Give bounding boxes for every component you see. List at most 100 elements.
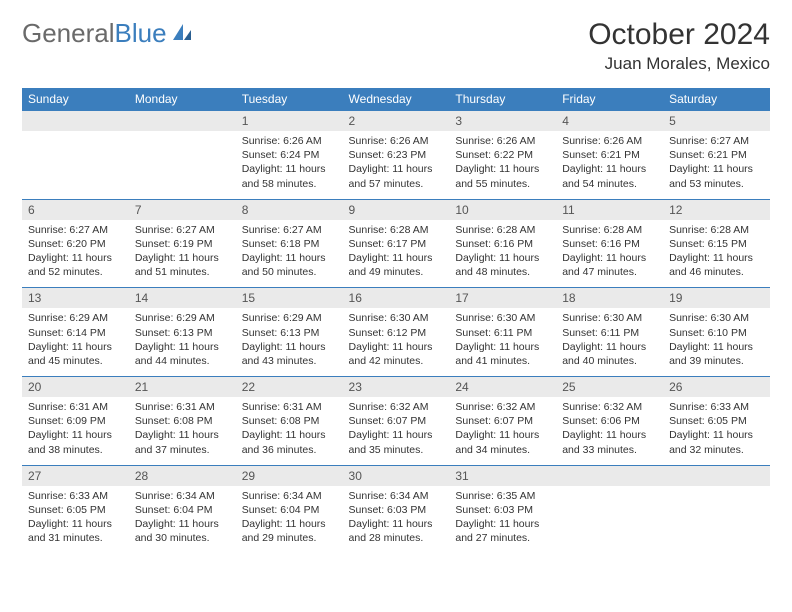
day-content: Sunrise: 6:34 AMSunset: 6:04 PMDaylight:… [236, 486, 343, 554]
day-header: Saturday [663, 88, 770, 111]
calendar-cell: 15Sunrise: 6:29 AMSunset: 6:13 PMDayligh… [236, 288, 343, 377]
calendar-cell: 21Sunrise: 6:31 AMSunset: 6:08 PMDayligh… [129, 377, 236, 466]
day-line: Sunrise: 6:26 AM [242, 134, 337, 148]
calendar-cell: 4Sunrise: 6:26 AMSunset: 6:21 PMDaylight… [556, 111, 663, 200]
day-number: 17 [449, 288, 556, 308]
day-line: Daylight: 11 hours and 34 minutes. [455, 428, 550, 456]
day-content: Sunrise: 6:27 AMSunset: 6:19 PMDaylight:… [129, 220, 236, 288]
day-line: Daylight: 11 hours and 45 minutes. [28, 340, 123, 368]
day-content: Sunrise: 6:29 AMSunset: 6:13 PMDaylight:… [129, 308, 236, 376]
day-line: Sunrise: 6:27 AM [135, 223, 230, 237]
day-content [663, 486, 770, 548]
day-content [22, 131, 129, 193]
day-line: Daylight: 11 hours and 27 minutes. [455, 517, 550, 545]
day-line: Sunset: 6:21 PM [669, 148, 764, 162]
day-number: 12 [663, 200, 770, 220]
calendar-cell: 29Sunrise: 6:34 AMSunset: 6:04 PMDayligh… [236, 465, 343, 553]
day-line: Sunrise: 6:28 AM [349, 223, 444, 237]
day-line: Sunset: 6:17 PM [349, 237, 444, 251]
day-line: Daylight: 11 hours and 57 minutes. [349, 162, 444, 190]
day-content: Sunrise: 6:28 AMSunset: 6:15 PMDaylight:… [663, 220, 770, 288]
calendar-cell: 18Sunrise: 6:30 AMSunset: 6:11 PMDayligh… [556, 288, 663, 377]
day-line: Daylight: 11 hours and 52 minutes. [28, 251, 123, 279]
day-content: Sunrise: 6:31 AMSunset: 6:08 PMDaylight:… [236, 397, 343, 465]
day-content: Sunrise: 6:27 AMSunset: 6:21 PMDaylight:… [663, 131, 770, 199]
day-line: Sunrise: 6:35 AM [455, 489, 550, 503]
day-line: Sunrise: 6:32 AM [562, 400, 657, 414]
day-line: Sunrise: 6:28 AM [562, 223, 657, 237]
day-content: Sunrise: 6:30 AMSunset: 6:11 PMDaylight:… [556, 308, 663, 376]
calendar-cell [663, 465, 770, 553]
day-line: Sunset: 6:20 PM [28, 237, 123, 251]
day-line: Daylight: 11 hours and 48 minutes. [455, 251, 550, 279]
calendar-cell: 30Sunrise: 6:34 AMSunset: 6:03 PMDayligh… [343, 465, 450, 553]
day-line: Sunset: 6:05 PM [28, 503, 123, 517]
day-line: Daylight: 11 hours and 40 minutes. [562, 340, 657, 368]
day-line: Sunset: 6:14 PM [28, 326, 123, 340]
calendar-week-row: 13Sunrise: 6:29 AMSunset: 6:14 PMDayligh… [22, 288, 770, 377]
calendar-body: 1Sunrise: 6:26 AMSunset: 6:24 PMDaylight… [22, 111, 770, 554]
day-line: Daylight: 11 hours and 46 minutes. [669, 251, 764, 279]
day-number: 15 [236, 288, 343, 308]
day-line: Sunrise: 6:33 AM [669, 400, 764, 414]
day-content: Sunrise: 6:32 AMSunset: 6:07 PMDaylight:… [343, 397, 450, 465]
day-line: Sunrise: 6:34 AM [349, 489, 444, 503]
day-line: Sunset: 6:07 PM [455, 414, 550, 428]
logo: GeneralBlue [22, 18, 193, 49]
day-number: 23 [343, 377, 450, 397]
day-content: Sunrise: 6:27 AMSunset: 6:20 PMDaylight:… [22, 220, 129, 288]
day-line: Sunset: 6:07 PM [349, 414, 444, 428]
day-number: 18 [556, 288, 663, 308]
day-line: Sunset: 6:03 PM [455, 503, 550, 517]
day-line: Sunrise: 6:31 AM [242, 400, 337, 414]
calendar-cell: 22Sunrise: 6:31 AMSunset: 6:08 PMDayligh… [236, 377, 343, 466]
day-content: Sunrise: 6:31 AMSunset: 6:09 PMDaylight:… [22, 397, 129, 465]
day-line: Sunrise: 6:33 AM [28, 489, 123, 503]
day-content: Sunrise: 6:35 AMSunset: 6:03 PMDaylight:… [449, 486, 556, 554]
day-content: Sunrise: 6:26 AMSunset: 6:21 PMDaylight:… [556, 131, 663, 199]
day-content: Sunrise: 6:34 AMSunset: 6:04 PMDaylight:… [129, 486, 236, 554]
day-line: Sunset: 6:10 PM [669, 326, 764, 340]
calendar-cell: 28Sunrise: 6:34 AMSunset: 6:04 PMDayligh… [129, 465, 236, 553]
day-number [22, 111, 129, 131]
month-title: October 2024 [588, 18, 770, 52]
day-line: Sunset: 6:22 PM [455, 148, 550, 162]
day-number: 20 [22, 377, 129, 397]
day-line: Sunset: 6:16 PM [562, 237, 657, 251]
day-line: Daylight: 11 hours and 35 minutes. [349, 428, 444, 456]
day-number: 16 [343, 288, 450, 308]
day-line: Sunset: 6:19 PM [135, 237, 230, 251]
location: Juan Morales, Mexico [588, 54, 770, 74]
day-line: Sunset: 6:13 PM [135, 326, 230, 340]
day-line: Sunset: 6:12 PM [349, 326, 444, 340]
calendar-cell: 17Sunrise: 6:30 AMSunset: 6:11 PMDayligh… [449, 288, 556, 377]
day-line: Sunrise: 6:28 AM [669, 223, 764, 237]
day-line: Daylight: 11 hours and 55 minutes. [455, 162, 550, 190]
day-number [663, 466, 770, 486]
day-number: 24 [449, 377, 556, 397]
day-line: Daylight: 11 hours and 33 minutes. [562, 428, 657, 456]
day-line: Sunset: 6:04 PM [135, 503, 230, 517]
day-line: Sunset: 6:05 PM [669, 414, 764, 428]
day-line: Sunset: 6:11 PM [562, 326, 657, 340]
day-line: Sunset: 6:21 PM [562, 148, 657, 162]
day-line: Sunset: 6:11 PM [455, 326, 550, 340]
calendar-table: Sunday Monday Tuesday Wednesday Thursday… [22, 88, 770, 553]
day-content: Sunrise: 6:31 AMSunset: 6:08 PMDaylight:… [129, 397, 236, 465]
day-number: 25 [556, 377, 663, 397]
day-line: Sunset: 6:06 PM [562, 414, 657, 428]
day-line: Sunset: 6:09 PM [28, 414, 123, 428]
day-line: Daylight: 11 hours and 47 minutes. [562, 251, 657, 279]
header: GeneralBlue October 2024 Juan Morales, M… [22, 18, 770, 74]
day-number: 6 [22, 200, 129, 220]
day-number: 13 [22, 288, 129, 308]
day-number [129, 111, 236, 131]
day-number: 4 [556, 111, 663, 131]
day-number: 8 [236, 200, 343, 220]
calendar-week-row: 20Sunrise: 6:31 AMSunset: 6:09 PMDayligh… [22, 377, 770, 466]
day-line: Daylight: 11 hours and 42 minutes. [349, 340, 444, 368]
day-line: Daylight: 11 hours and 41 minutes. [455, 340, 550, 368]
day-content: Sunrise: 6:29 AMSunset: 6:13 PMDaylight:… [236, 308, 343, 376]
calendar-cell: 27Sunrise: 6:33 AMSunset: 6:05 PMDayligh… [22, 465, 129, 553]
day-line: Daylight: 11 hours and 30 minutes. [135, 517, 230, 545]
